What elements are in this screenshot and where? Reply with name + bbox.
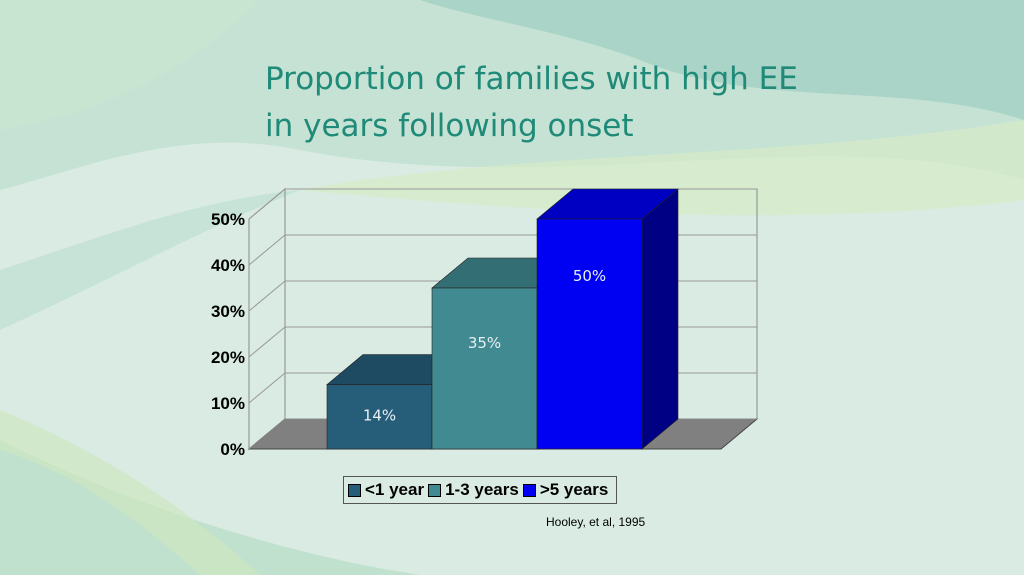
legend-label-2: 1-3 years [445,480,519,499]
bar-value-label-1: 14% [363,407,396,425]
chart-legend: <1 year 1-3 years >5 years [343,476,618,504]
y-tick-label: 30% [211,302,245,321]
gridline-side [248,188,286,220]
legend-swatch-2 [428,483,442,497]
legend-label-3: >5 years [539,480,609,499]
title-line-2: in years following onset [265,108,634,144]
legend-swatch-1 [348,483,361,497]
legend-label-1: <1 year [365,480,425,499]
slide-title: Proportion of families with high EE in y… [265,56,905,150]
bar-2 [431,287,538,450]
legend-item-1: <1 year [348,480,424,500]
citation: Hooley, et al, 1995 [546,515,646,529]
title-line-1: Proportion of families with high EE [265,61,798,97]
gridline-side [248,280,286,312]
gridline-side [248,326,286,358]
bar-value-label-2: 35% [468,334,501,352]
legend-swatch-3 [522,483,536,497]
bar-value-label-3: 50% [573,267,606,285]
gridline-side [248,372,286,404]
y-tick-label: 50% [211,210,245,229]
y-tick-label: 10% [211,394,245,413]
legend-item-3: >5 years [522,480,609,500]
y-tick-label: 20% [211,348,245,367]
y-tick-label: 40% [211,256,245,275]
y-tick-label: 0% [220,440,245,459]
gridline-side [248,234,286,266]
bar-side-3 [641,188,679,450]
legend-item-2: 1-3 years [428,480,519,500]
bar-3 [536,218,643,450]
chart-side-wall [248,187,286,451]
